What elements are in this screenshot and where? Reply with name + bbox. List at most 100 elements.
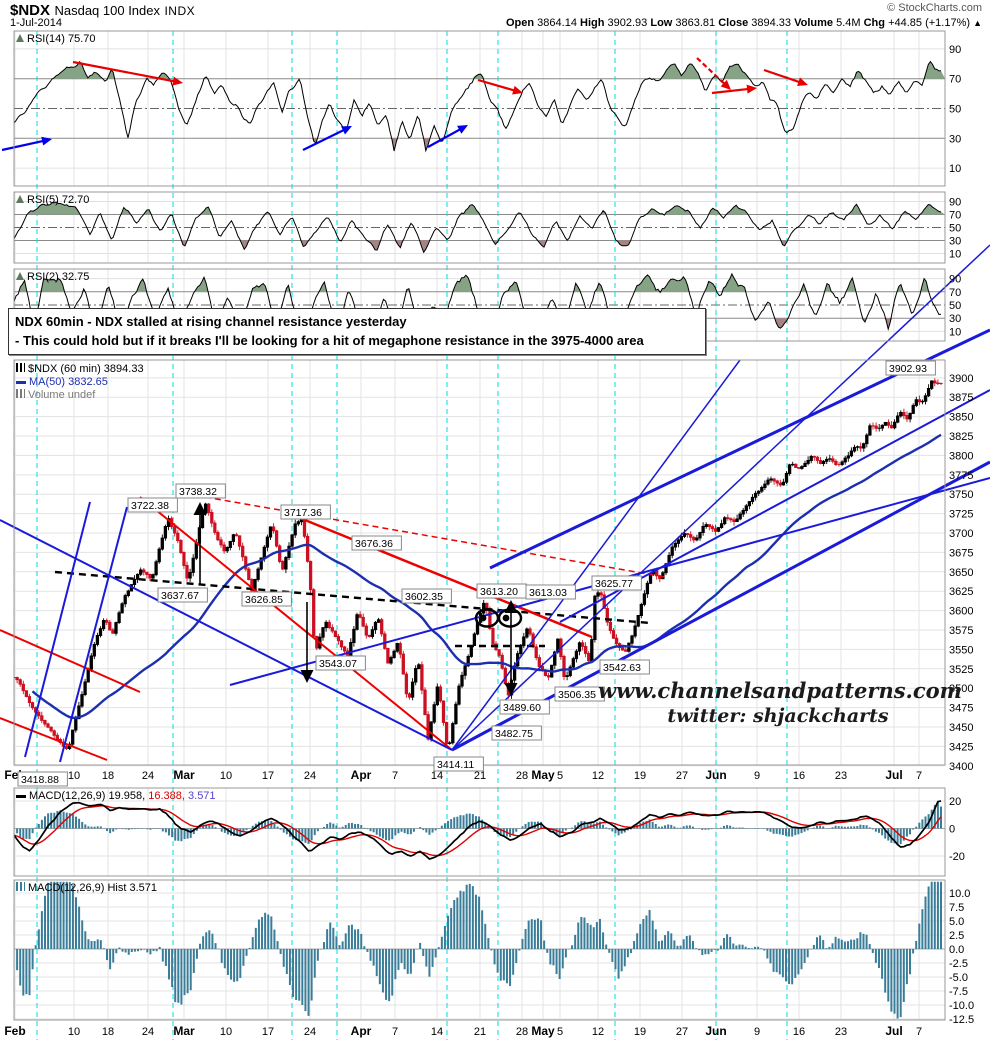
price-label-text: 3613.20 <box>480 586 518 598</box>
glasses-lens <box>497 608 523 628</box>
divergence-arrowhead <box>457 125 468 134</box>
y-axis-label: -7.5 <box>949 986 968 998</box>
copyright-label: © StockCharts.com <box>887 2 982 14</box>
price-label-text: 3626.85 <box>245 594 283 606</box>
rsi14-legend: RSI(14) 75.70 <box>16 33 95 46</box>
price-label-text: 3637.67 <box>161 590 199 602</box>
price-label-text: 3543.07 <box>319 658 357 670</box>
volume-value: 5.4M <box>836 17 861 29</box>
price-label-text: 3602.35 <box>405 591 443 603</box>
price-label-box <box>433 756 484 772</box>
rsi5-line <box>14 201 942 254</box>
price-label-text: 3722.38 <box>131 500 169 512</box>
rsi5-frame <box>13 191 946 264</box>
blue-trendline <box>24 501 91 758</box>
ticker-symbol: $NDX <box>10 2 51 19</box>
x-axis-label: 19 <box>634 770 646 782</box>
divergence-arrow-shaft <box>302 127 348 151</box>
close-value: 3894.33 <box>751 17 792 29</box>
x-axis-label: 10 <box>68 1026 80 1038</box>
trendlines <box>0 244 990 763</box>
x-axis-label: 23 <box>835 1026 847 1038</box>
x-axis-label: 10 <box>220 1026 232 1038</box>
price-label-text: 3418.88 <box>21 774 59 786</box>
x-axis-label: May <box>531 768 555 782</box>
red-trendline <box>0 717 108 761</box>
oscillator-icon <box>16 34 24 42</box>
divergence-arrow-shaft <box>696 57 728 87</box>
x-axis-label: 28 <box>516 770 528 782</box>
open-label: Open <box>505 17 535 29</box>
y-axis-label: 0.0 <box>949 944 964 956</box>
price-label-text: 3738.32 <box>179 486 217 498</box>
divergence-arrowhead <box>720 79 731 90</box>
change-value: +44.85 (+1.17%) <box>888 17 971 29</box>
macd-value: 19.958, <box>108 790 146 802</box>
divergence-arrow-shaft <box>711 87 752 95</box>
macd-hist-label: MACD(12,26,9) Hist 3.571 <box>28 882 157 894</box>
low-label: Low <box>650 17 673 29</box>
rsi2-legend-text: RSI(2) 32.75 <box>27 271 90 283</box>
candlestick-icon <box>16 363 25 372</box>
price-label-box <box>525 584 576 600</box>
price-labels: 3418.88 3722.38 3738.32 3637.67 3717.36 3626.… <box>17 360 936 787</box>
high-label: High <box>580 17 605 29</box>
x-axis-label: Feb <box>4 1024 25 1038</box>
x-axis-label: 21 <box>474 770 486 782</box>
macd-line-icon <box>16 794 26 798</box>
x-axis-label: Mar <box>173 1024 195 1038</box>
x-axis-label: 24 <box>142 1026 154 1038</box>
annotation-line-2: - This could hold but if it breaks I'll … <box>15 333 644 348</box>
x-axis-label: May <box>531 1024 555 1038</box>
y-axis-label: 30 <box>949 313 961 325</box>
y-axis-label: 70 <box>949 210 961 222</box>
x-axis-labels: Feb 10 18 24 Mar 10 17 24 Apr 7 14 21 28 May 5 12 19 27 Ju… <box>4 1024 922 1038</box>
y-axis-label: 20 <box>949 796 961 808</box>
rsi14-line <box>14 60 942 153</box>
y-axis-label: 3400 <box>949 761 973 773</box>
y-axis-label: 90 <box>949 44 961 56</box>
x-axis-label: 7 <box>392 1026 398 1038</box>
ticker-name: Nasdaq 100 Index <box>54 3 160 18</box>
oscillator-icon <box>16 272 24 280</box>
price-label-text: 3414.11 <box>437 759 474 771</box>
y-axis-label: 7.5 <box>949 902 964 914</box>
y-axis-label: 10 <box>949 326 961 338</box>
y-axis-label: -10.0 <box>949 1000 974 1012</box>
red-trendline <box>139 496 453 751</box>
main-symbol-text: $NDX (60 min) 3894.33 <box>28 363 144 375</box>
price-label-box <box>241 591 292 607</box>
rsi5-panel <box>14 201 945 254</box>
blue-trendline <box>451 359 741 751</box>
x-axis-label: Jun <box>705 1024 726 1038</box>
x-axis-label: Jul <box>885 768 902 782</box>
y-axis-label: 3675 <box>949 547 973 559</box>
price-label-box <box>351 535 402 551</box>
x-axis-label: 7 <box>392 770 398 782</box>
macd-legend: MACD(12,26,9) 19.958, 16.388, 3.571 <box>16 790 216 803</box>
x-axis-label: 12 <box>592 770 604 782</box>
analyst-annotation-box: NDX 60min - NDX stalled at rising channe… <box>8 308 706 355</box>
y-axis-label: -20 <box>949 851 965 863</box>
divergence-arrow-shaft <box>763 68 803 85</box>
x-axis-label: 16 <box>793 1026 805 1038</box>
y-axis-label: 90 <box>949 274 961 286</box>
price-label-box <box>17 771 68 787</box>
y-axis-label: 3700 <box>949 528 973 540</box>
y-axis-label: 3775 <box>949 470 973 482</box>
macd-signal-value: 16.388, <box>148 790 185 802</box>
cyan-cycle-lines <box>36 31 788 1040</box>
price-label-box <box>491 725 542 741</box>
y-axis-label: 70 <box>949 74 961 86</box>
y-axis-labels: 9070503010907050301090705030103400342534… <box>949 44 974 1026</box>
y-axis-label: 3750 <box>949 489 973 501</box>
y-axis-label: 5.0 <box>949 916 964 928</box>
macd-hist-legend: MACD(12,26,9) Hist 3.571 <box>16 882 157 895</box>
x-axis-label: 10 <box>68 770 80 782</box>
blue-trendline <box>451 244 990 751</box>
divergence-arrow-shaft <box>477 78 518 93</box>
divergence-arrowhead <box>797 77 808 87</box>
x-axis-label: 18 <box>102 1026 114 1038</box>
price-label-box <box>315 655 366 671</box>
